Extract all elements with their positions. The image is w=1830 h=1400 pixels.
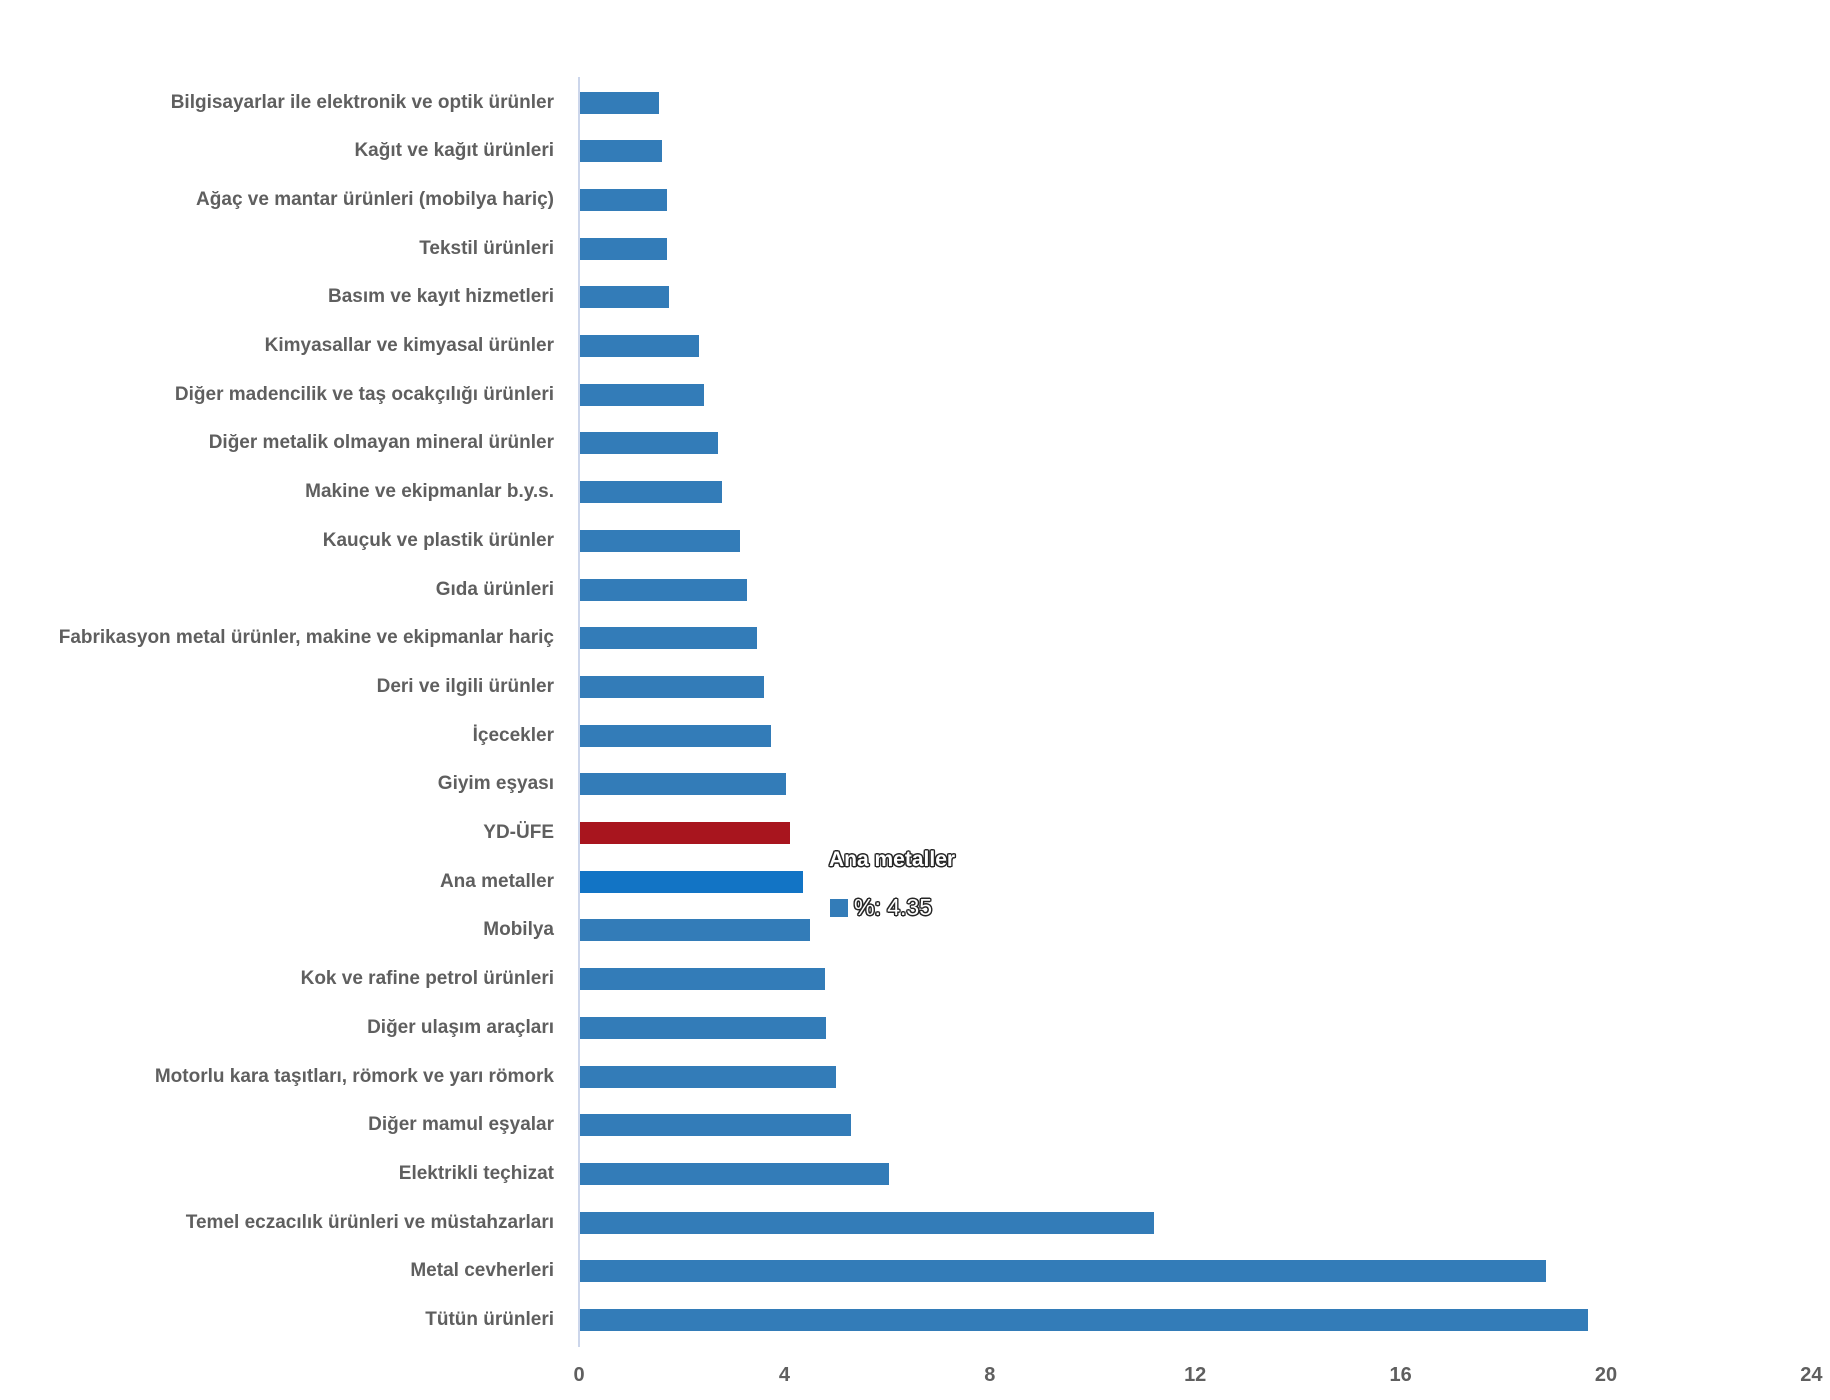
category-label: Mobilya <box>483 919 554 941</box>
bar-series[interactable] <box>580 968 825 991</box>
category-label: Diğer mamul eşyalar <box>368 1114 554 1136</box>
category-label: Temel eczacılık ürünleri ve müstahzarlar… <box>185 1211 554 1233</box>
bar-series[interactable] <box>580 675 764 698</box>
tooltip-row: %: 4.35 <box>830 894 932 921</box>
bar-series[interactable] <box>580 1162 890 1185</box>
category-label: Elektrikli teçhizat <box>398 1162 554 1184</box>
x-tick-label: 8 <box>984 1364 996 1386</box>
category-label: İçecekler <box>472 724 554 746</box>
bar-series[interactable] <box>580 432 719 455</box>
bar-series[interactable] <box>580 188 667 211</box>
category-label: Metal cevherleri <box>410 1260 554 1282</box>
category-label: Basım ve kayıt hizmetleri <box>328 286 554 308</box>
x-tick-label: 4 <box>778 1364 790 1386</box>
category-label: Diğer ulaşım araçları <box>367 1016 554 1038</box>
bar-series[interactable] <box>580 91 660 114</box>
bar-series[interactable] <box>580 773 786 796</box>
x-tick-label: 0 <box>573 1364 585 1386</box>
category-label: Tekstil ürünleri <box>419 237 554 259</box>
x-tick-label: 20 <box>1594 1364 1618 1386</box>
category-label: Kağıt ve kağıt ürünleri <box>354 140 554 162</box>
bar-series[interactable] <box>580 481 723 504</box>
category-axis-line <box>578 77 580 1347</box>
bar-series[interactable] <box>580 724 772 747</box>
x-tick-label: 12 <box>1184 1364 1207 1386</box>
bar-series[interactable] <box>580 383 704 406</box>
bar-yd-ufe[interactable] <box>580 822 790 844</box>
category-label: Deri ve ilgili ürünler <box>376 675 554 697</box>
bar-series[interactable] <box>580 578 747 601</box>
category-label: Ana metaller <box>439 870 554 892</box>
bar-highlighted[interactable] <box>580 870 804 893</box>
bar-series[interactable] <box>580 286 669 309</box>
bar-series[interactable] <box>580 140 663 163</box>
x-tick-label: 24 <box>1800 1364 1823 1386</box>
category-label: Kimyasallar ve kimyasal ürünler <box>264 335 554 356</box>
category-label: Gıda ürünleri <box>435 578 554 600</box>
bar-series[interactable] <box>580 1065 837 1088</box>
tooltip-value: %: 4.35 <box>854 894 932 920</box>
series-marker-icon <box>830 898 848 917</box>
category-label: Fabrikasyon metal ürünler, makine ve eki… <box>58 627 554 649</box>
category-label: Diğer metalik olmayan mineral ürünler <box>208 432 554 454</box>
bar-series[interactable] <box>580 627 758 650</box>
tooltip-title: Ana metaller <box>829 848 956 871</box>
bar-series[interactable] <box>580 335 700 357</box>
bar-series[interactable] <box>580 237 668 260</box>
bar-series[interactable] <box>580 1211 1155 1234</box>
bar-series[interactable] <box>580 1016 826 1039</box>
bar-series[interactable] <box>580 1114 852 1137</box>
bar-series[interactable] <box>580 919 811 942</box>
category-label: YD-ÜFE <box>483 822 554 843</box>
category-label: Diğer madencilik ve taş ocakçılığı ürünl… <box>174 383 554 405</box>
bar-series[interactable] <box>580 529 740 552</box>
bar-series[interactable] <box>580 1260 1546 1283</box>
category-label: Kauçuk ve plastik ürünler <box>322 529 554 551</box>
category-label: Ağaç ve mantar ürünleri (mobilya hariç) <box>196 188 554 210</box>
category-label: Makine ve ekipmanlar b.y.s. <box>305 481 554 503</box>
category-label: Bilgisayarlar ile elektronik ve optik ür… <box>170 91 554 113</box>
category-label: Motorlu kara taşıtları, römork ve yarı r… <box>154 1065 554 1087</box>
x-tick-label: 16 <box>1389 1364 1412 1386</box>
bar-series[interactable] <box>580 1309 1588 1331</box>
category-label: Giyim eşyası <box>437 773 554 795</box>
category-label: Tütün ürünleri <box>425 1309 554 1330</box>
category-label: Kok ve rafine petrol ürünleri <box>300 968 554 990</box>
